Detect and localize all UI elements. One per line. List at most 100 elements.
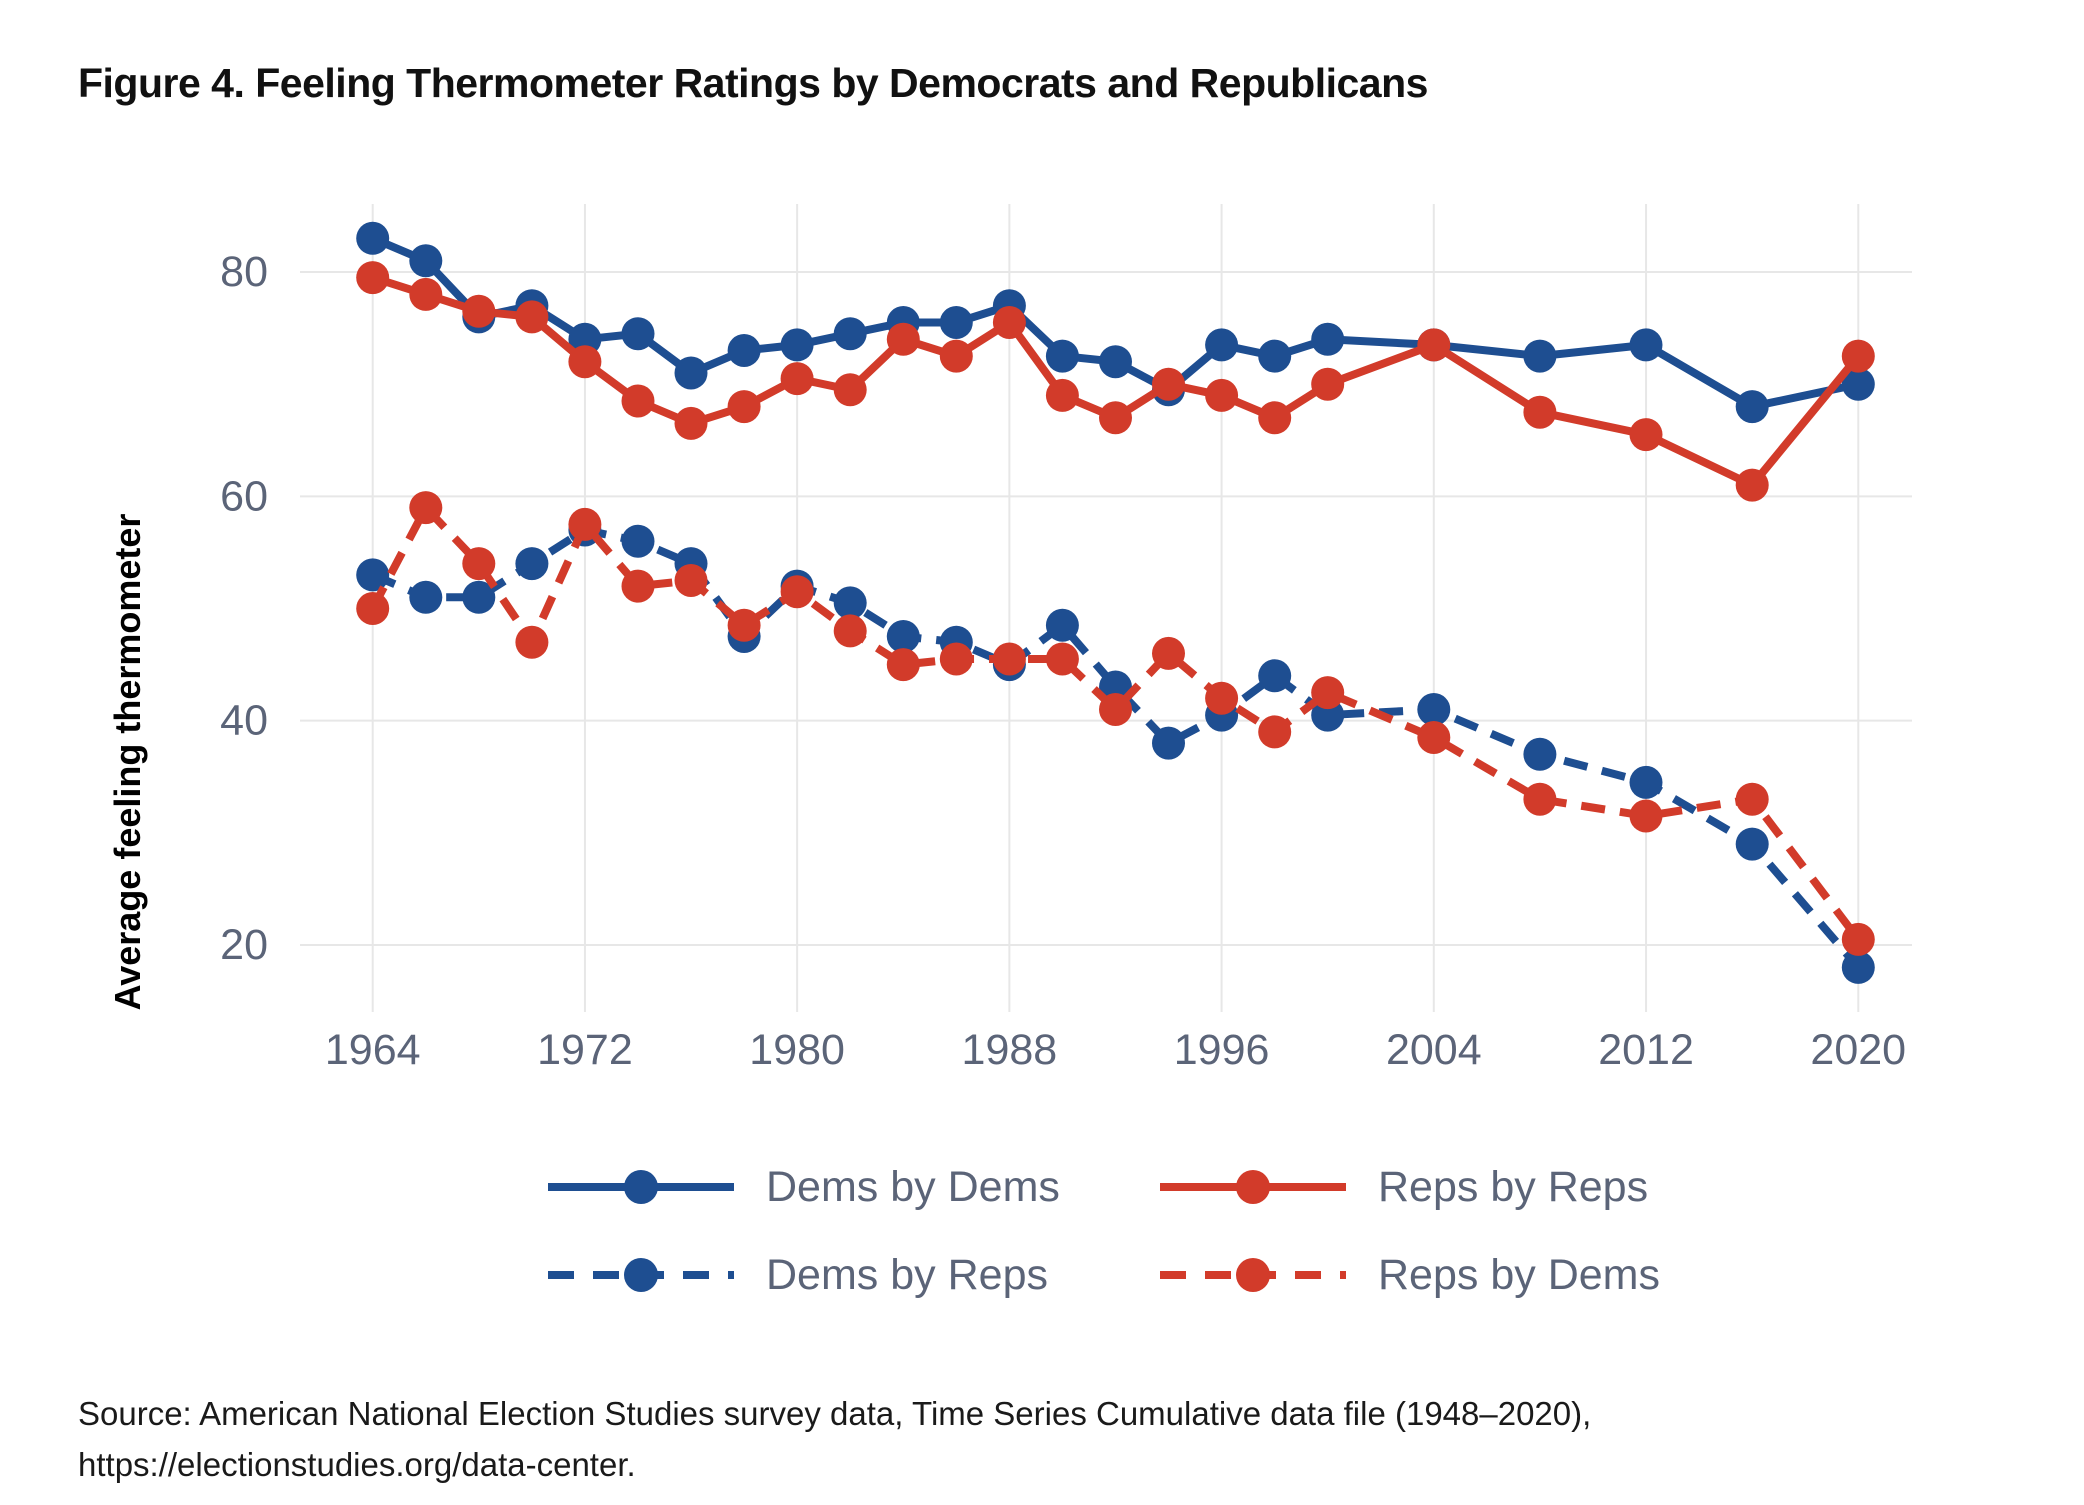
data-point-reps-by-reps [1045, 378, 1079, 412]
data-point-dems-by-reps [356, 558, 390, 592]
legend-item-reps-by-dems: Reps by Dems [1160, 1244, 1660, 1306]
legend-label: Reps by Reps [1378, 1162, 1649, 1211]
data-point-dems-by-dems [621, 317, 655, 351]
data-point-reps-by-reps [727, 390, 761, 424]
x-tick-label: 2012 [1598, 1026, 1694, 1074]
data-point-dems-by-dems [674, 356, 708, 390]
chart-legend: Dems by Dems Reps by Reps Dems by Reps R… [548, 1156, 1660, 1306]
data-point-dems-by-reps [833, 586, 867, 620]
data-point-reps-by-dems [1311, 676, 1345, 710]
data-point-reps-by-reps [992, 306, 1026, 339]
data-point-reps-by-dems [939, 642, 973, 676]
data-point-dems-by-reps [1258, 659, 1292, 693]
y-tick-label: 40 [220, 697, 268, 745]
data-point-dems-by-dems [1523, 339, 1557, 373]
data-point-reps-by-dems [1417, 721, 1451, 754]
legend-item-dems-by-reps: Dems by Reps [548, 1244, 1160, 1306]
data-point-reps-by-dems [1629, 799, 1663, 833]
data-point-reps-by-dems [1045, 642, 1079, 676]
data-point-dems-by-reps [515, 547, 549, 581]
data-point-dems-by-dems [939, 306, 973, 339]
data-point-dems-by-reps [1417, 693, 1451, 726]
x-tick-label: 2004 [1386, 1026, 1482, 1074]
data-point-reps-by-dems [515, 625, 549, 659]
data-point-reps-by-reps [939, 339, 973, 373]
source-line-2: https://electionstudies.org/data-center. [78, 1446, 636, 1484]
data-point-reps-by-reps [1258, 401, 1292, 435]
data-point-reps-by-dems [356, 592, 390, 625]
data-point-reps-by-dems [621, 569, 655, 603]
data-point-dems-by-dems [1045, 339, 1079, 373]
data-point-dems-by-dems [1629, 328, 1663, 362]
x-tick-label: 1988 [962, 1026, 1058, 1074]
legend-label: Dems by Reps [766, 1250, 1048, 1299]
data-point-reps-by-reps [621, 384, 655, 418]
data-point-reps-by-dems [1099, 693, 1132, 726]
y-tick-label: 20 [220, 921, 268, 969]
figure-title: Figure 4. Feeling Thermometer Ratings by… [78, 60, 1428, 106]
legend-label: Dems by Dems [766, 1162, 1060, 1211]
data-point-reps-by-dems [1841, 922, 1875, 956]
x-tick-label: 1996 [1174, 1026, 1270, 1074]
series-line-reps-by-reps [371, 273, 1862, 491]
legend-label: Reps by Dems [1378, 1250, 1660, 1299]
data-point-reps-by-dems [674, 564, 708, 597]
legend-item-reps-by-reps: Reps by Reps [1160, 1156, 1660, 1218]
data-point-reps-by-reps [1735, 468, 1769, 502]
data-point-reps-by-dems [409, 491, 443, 525]
y-tick-label: 80 [220, 248, 268, 296]
data-point-dems-by-dems [409, 244, 443, 278]
data-point-reps-by-dems [833, 614, 867, 648]
x-tick-label: 2020 [1810, 1026, 1906, 1074]
data-point-dems-by-dems [727, 334, 761, 367]
data-point-dems-by-reps [621, 524, 655, 558]
data-point-reps-by-dems [1258, 715, 1292, 749]
data-point-reps-by-reps [1099, 401, 1132, 435]
data-point-reps-by-dems [462, 547, 496, 581]
data-point-dems-by-reps [1045, 608, 1079, 642]
y-tick-label: 60 [220, 472, 268, 520]
data-point-reps-by-reps [886, 322, 920, 356]
data-point-reps-by-reps [356, 261, 390, 295]
data-point-reps-by-reps [568, 345, 602, 379]
data-point-reps-by-dems [780, 575, 814, 609]
data-point-reps-by-reps [833, 373, 867, 407]
x-tick-label: 1972 [537, 1026, 633, 1074]
data-point-dems-by-reps [1523, 737, 1557, 771]
data-point-dems-by-dems [1311, 322, 1345, 356]
data-point-dems-by-dems [1205, 328, 1239, 362]
data-point-dems-by-reps [886, 620, 920, 653]
data-point-reps-by-dems [568, 507, 602, 541]
y-axis-title: Average feeling thermometer [107, 513, 148, 1011]
series-line-reps-by-dems [369, 500, 1862, 942]
data-point-reps-by-dems [1523, 782, 1557, 816]
data-point-reps-by-reps [1629, 418, 1663, 452]
data-point-reps-by-reps [409, 277, 443, 311]
dashed-red-line-marker-icon [1160, 1271, 1346, 1279]
data-point-reps-by-reps [1152, 367, 1185, 401]
data-point-dems-by-reps [1629, 765, 1663, 799]
data-point-reps-by-reps [1841, 339, 1875, 373]
data-point-dems-by-dems [780, 328, 814, 362]
data-point-dems-by-reps [1152, 726, 1185, 760]
data-point-dems-by-reps [1735, 827, 1769, 861]
data-point-reps-by-reps [1205, 378, 1239, 412]
data-point-dems-by-dems [1258, 339, 1292, 373]
solid-blue-line-marker-icon [548, 1183, 734, 1191]
data-point-dems-by-dems [1099, 345, 1132, 379]
data-point-reps-by-reps [1417, 328, 1451, 362]
data-point-dems-by-dems [1841, 367, 1875, 401]
data-point-reps-by-dems [1152, 636, 1185, 670]
x-tick-label: 1980 [749, 1026, 845, 1074]
data-point-reps-by-reps [780, 362, 814, 396]
data-point-dems-by-reps [409, 580, 443, 614]
source-note: Source: American National Election Studi… [78, 1388, 1591, 1490]
data-point-reps-by-dems [1735, 782, 1769, 816]
data-point-reps-by-reps [515, 300, 549, 334]
data-point-reps-by-dems [727, 608, 761, 642]
data-point-dems-by-reps [462, 580, 496, 614]
data-point-reps-by-dems [1205, 681, 1239, 715]
data-point-reps-by-reps [462, 294, 496, 328]
